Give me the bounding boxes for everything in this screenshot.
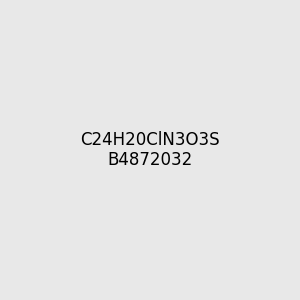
Text: C24H20ClN3O3S
B4872032: C24H20ClN3O3S B4872032	[80, 130, 220, 170]
